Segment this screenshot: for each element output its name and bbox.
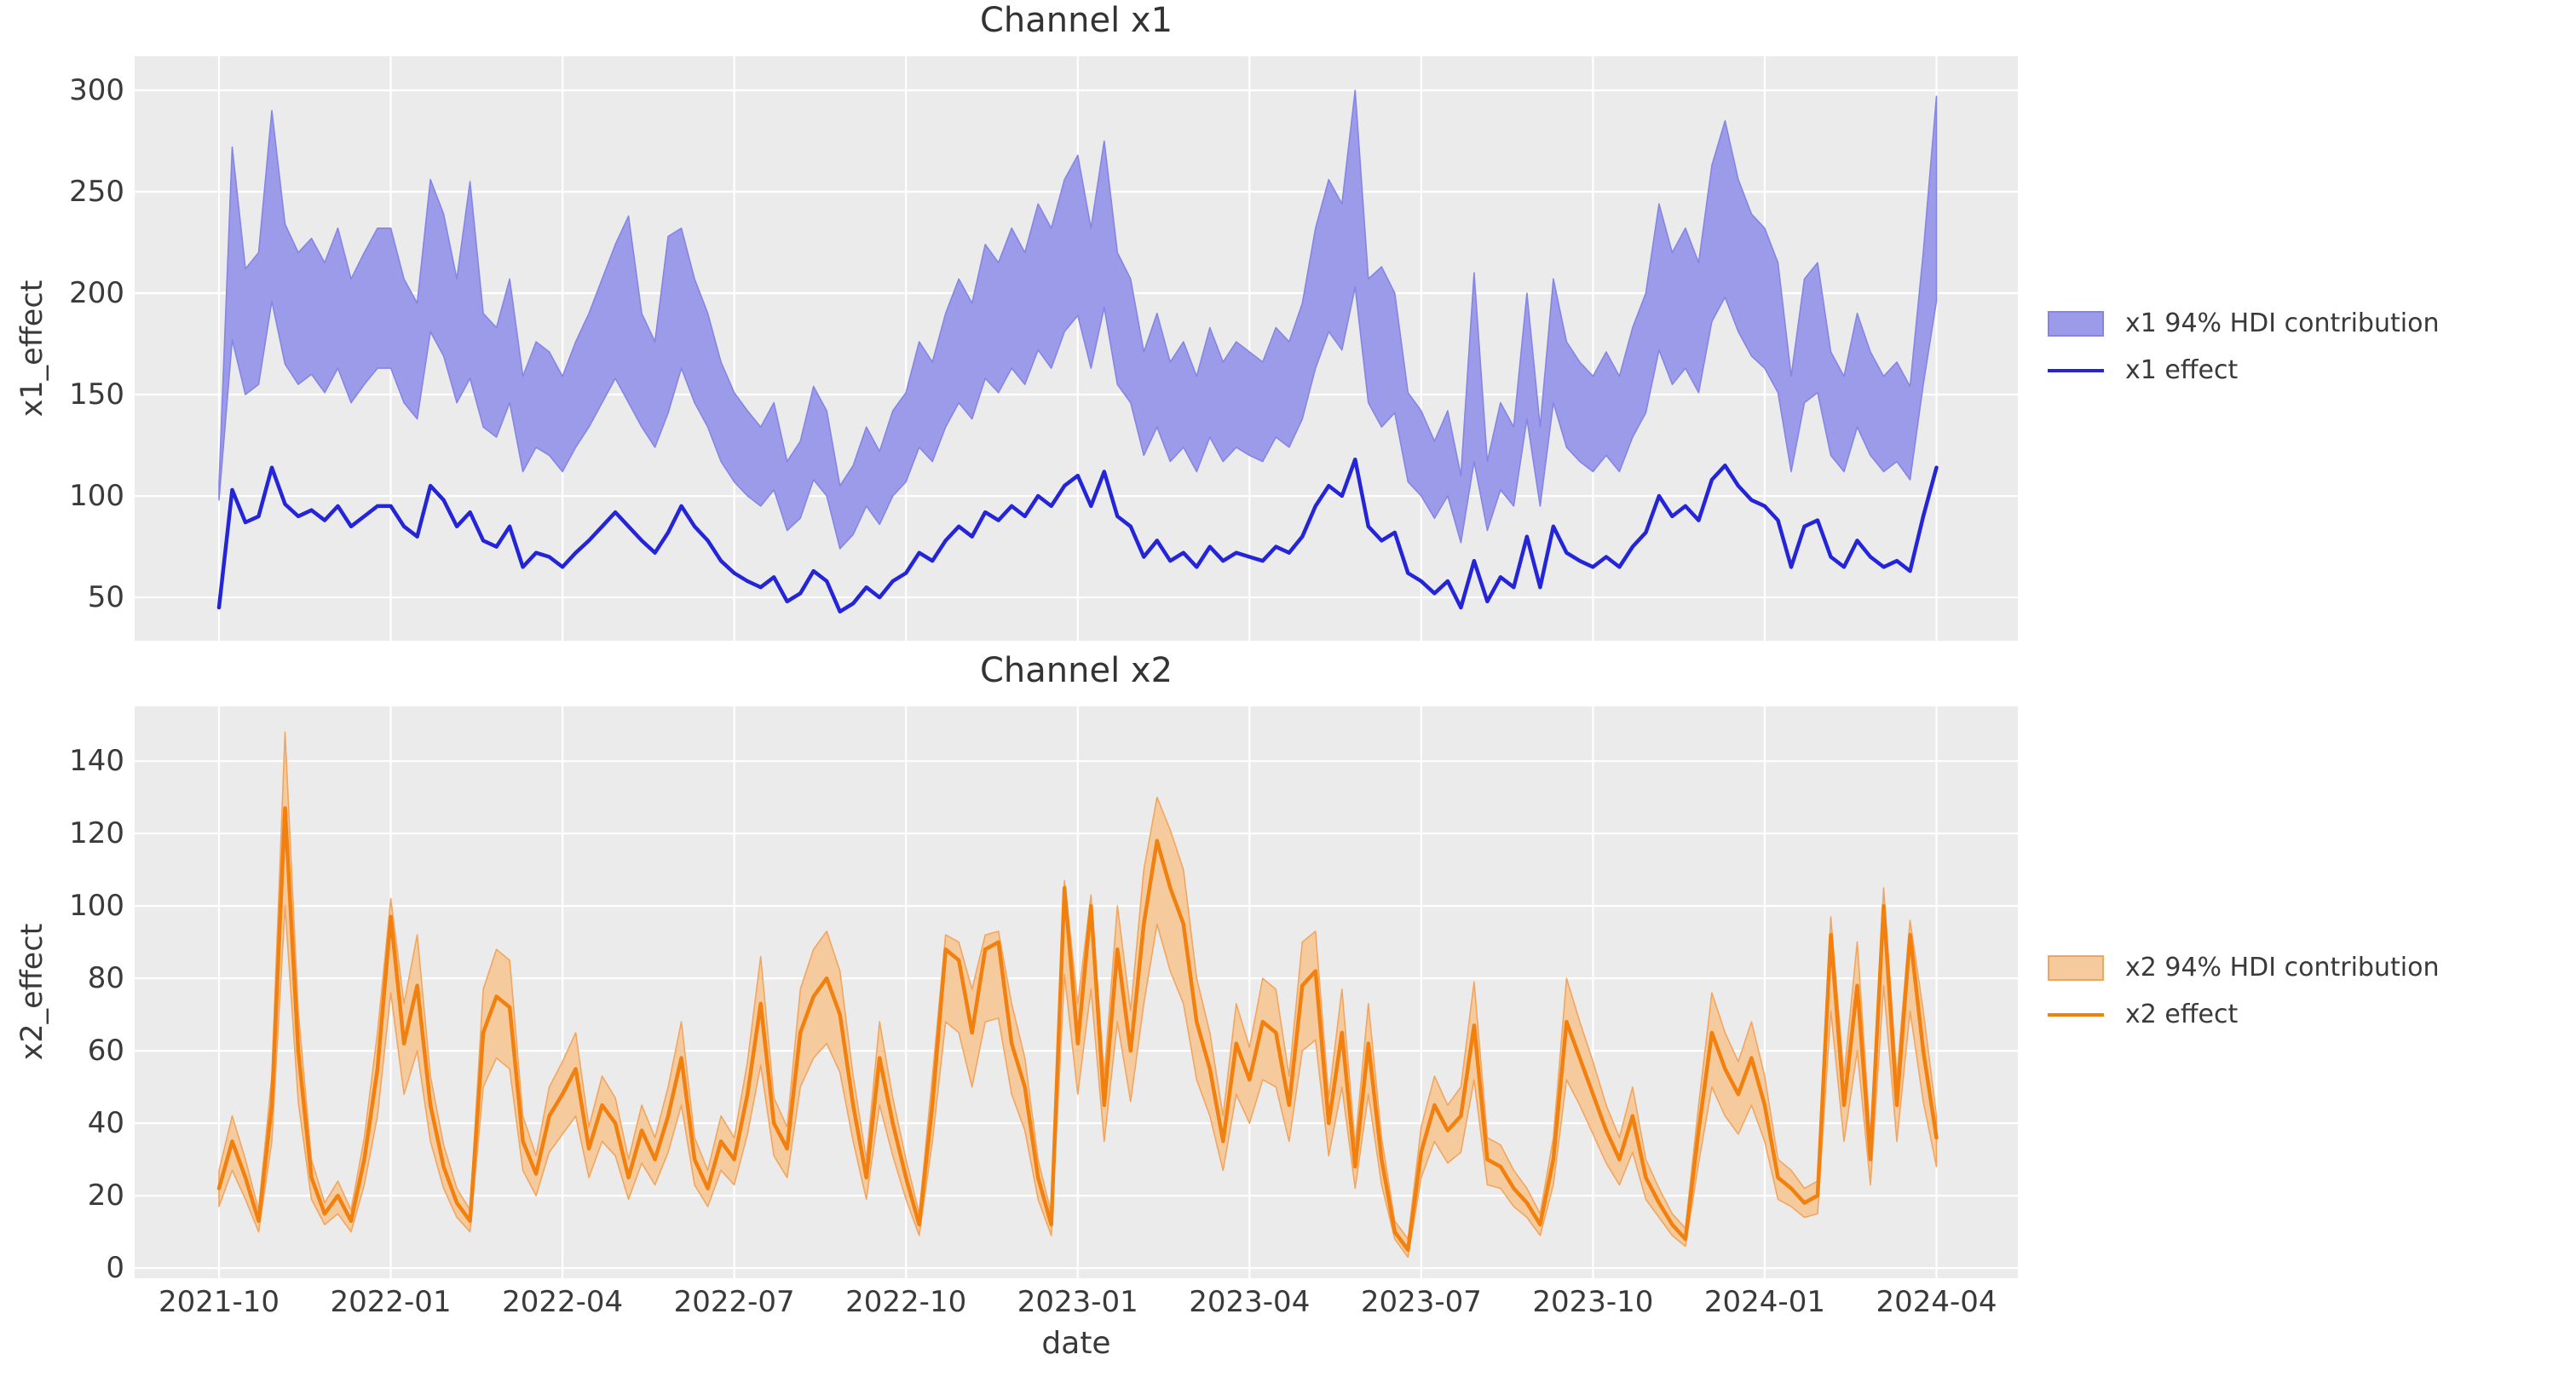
- chart2-legend-row-effect: x2 effect: [2048, 991, 2439, 1038]
- x-tick-label: 2023-07: [1360, 1285, 1482, 1319]
- x2-hdi-band-swatch-icon: [2048, 954, 2104, 981]
- x2-effect-line-swatch-icon: [2048, 1012, 2104, 1017]
- x2-hdi-legend-label: x2 94% HDI contribution: [2125, 953, 2440, 983]
- x2-y-tick-label: 60: [87, 1034, 124, 1069]
- x-tick-label: 2024-01: [1703, 1285, 1825, 1319]
- chart2-legend: x2 94% HDI contribution x2 effect: [2048, 944, 2439, 1038]
- x2-y-tick-label: 20: [87, 1178, 124, 1213]
- x1-hdi-band-swatch-icon: [2048, 310, 2104, 337]
- x1-y-tick-label: 300: [69, 72, 124, 107]
- chart1-title: Channel x1: [979, 1, 1173, 40]
- x-axis-label: date: [1041, 1326, 1111, 1361]
- x-tick-label: 2024-04: [1876, 1285, 1997, 1319]
- x1-effect-line: [216, 457, 1939, 614]
- x2-y-tick-label: 100: [69, 889, 124, 924]
- x1-effect-legend-label: x1 effect: [2125, 355, 2239, 385]
- x-tick-label: 2021-10: [158, 1285, 280, 1319]
- x2-hdi-band: [218, 731, 1938, 1259]
- x2-y-tick-label: 40: [87, 1106, 124, 1141]
- x1-hdi-band: [218, 89, 1938, 550]
- x1-y-tick-label: 250: [69, 175, 124, 209]
- x2-effect-line: [216, 806, 1939, 1253]
- x2-effect-legend-label: x2 effect: [2125, 1000, 2239, 1029]
- x1-y-tick-label: 150: [69, 377, 124, 412]
- x2-y-tick-label: 140: [69, 744, 124, 779]
- x-tick-label: 2022-01: [330, 1285, 452, 1319]
- chart1-legend: x1 94% HDI contribution x1 effect: [2048, 300, 2439, 394]
- x1-y-tick-label: 100: [69, 479, 124, 514]
- x2-y-tick-label: 0: [106, 1251, 124, 1286]
- x2-y-tick-label: 80: [87, 961, 124, 996]
- x1-effect-line-swatch-icon: [2048, 368, 2104, 372]
- chart1-legend-row-hdi: x1 94% HDI contribution: [2048, 300, 2439, 347]
- chart1-legend-row-effect: x1 effect: [2048, 347, 2439, 394]
- x1-hdi-legend-label: x1 94% HDI contribution: [2125, 308, 2440, 338]
- x-tick-label: 2022-04: [502, 1285, 624, 1319]
- x-tick-label: 2023-01: [1017, 1285, 1138, 1319]
- x-tick-label: 2023-10: [1532, 1285, 1654, 1319]
- x1-y-tick-label: 50: [87, 580, 124, 615]
- x-tick-label: 2023-04: [1189, 1285, 1311, 1319]
- chart2-legend-row-hdi: x2 94% HDI contribution: [2048, 944, 2439, 991]
- x2-y-tick-label: 120: [69, 816, 124, 851]
- x1-y-tick-label: 200: [69, 276, 124, 311]
- x-tick-label: 2022-07: [673, 1285, 795, 1319]
- x-tick-label: 2022-10: [845, 1285, 967, 1319]
- chart2-title: Channel x2: [979, 651, 1173, 690]
